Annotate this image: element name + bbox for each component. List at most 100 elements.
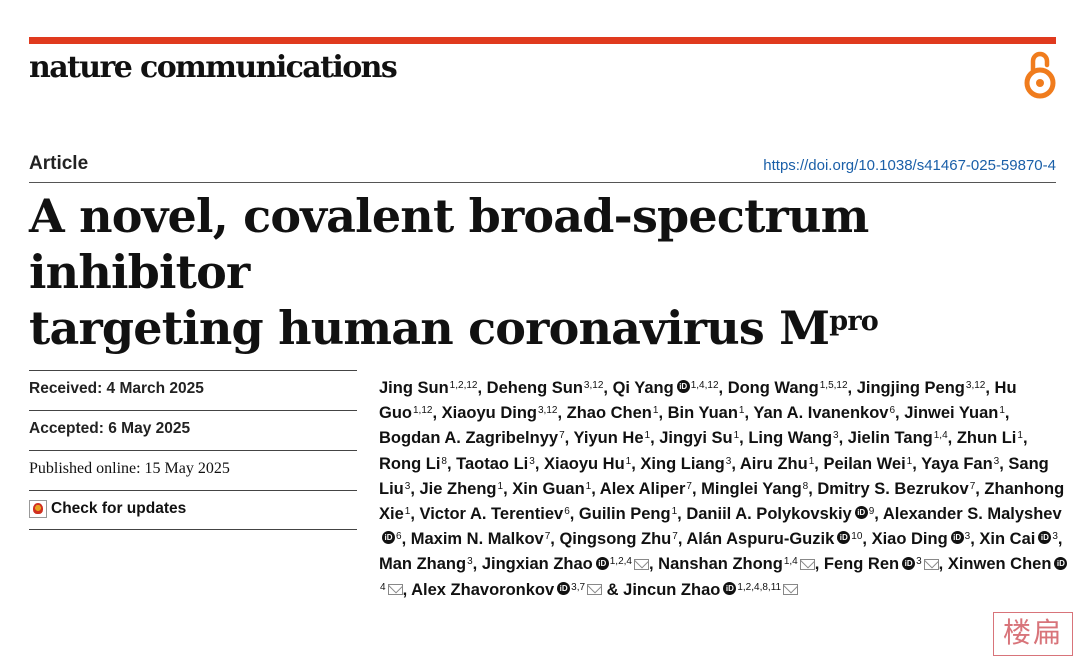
affiliation-numbers: 8: [802, 480, 809, 492]
orcid-icon[interactable]: iD: [1038, 531, 1052, 545]
author-name[interactable]: Alex Aliper: [599, 479, 686, 498]
author-name[interactable]: Nanshan Zhong: [658, 555, 783, 574]
author-name[interactable]: Hu Guo: [379, 379, 1017, 423]
author-name[interactable]: Zhanhong Xie: [379, 479, 1065, 524]
orcid-icon[interactable]: iD: [854, 506, 868, 520]
orcid-icon[interactable]: iD: [837, 531, 851, 545]
affiliation-numbers: 1: [652, 405, 659, 417]
author-name[interactable]: Jingxian Zhao: [481, 555, 593, 574]
author-name[interactable]: Xing Liang: [640, 454, 725, 473]
author-name[interactable]: Xin Guan: [512, 479, 585, 498]
author-name[interactable]: Zhun Li: [956, 429, 1017, 448]
author-name[interactable]: Dong Wang: [727, 379, 819, 397]
author-entry: Jingjing Peng3,12,: [856, 379, 995, 397]
affiliation-numbers: 3: [404, 480, 411, 492]
affiliation-numbers: 3: [1052, 531, 1058, 543]
affiliation-numbers: 3: [916, 556, 922, 568]
author-name[interactable]: Xinwen Chen: [947, 555, 1052, 574]
author-name[interactable]: Alán Aspuru-Guzik: [686, 530, 835, 549]
author-name[interactable]: Minglei Yang: [701, 479, 802, 498]
envelope-icon[interactable]: [783, 583, 799, 595]
author-entry: Victor A. Terentiev6,: [419, 505, 579, 524]
author-entry: Jing Sun1,2,12,: [379, 379, 487, 397]
author-name[interactable]: Man Zhang: [379, 555, 467, 574]
affiliation-numbers: 1: [671, 506, 678, 518]
affiliation-numbers: 7: [559, 430, 565, 442]
author-name[interactable]: Maxim N. Malkov: [410, 530, 544, 549]
author-name[interactable]: Sang Liu: [379, 454, 1049, 498]
orcid-icon[interactable]: iD: [950, 531, 964, 545]
doi-link[interactable]: https://doi.org/10.1038/s41467-025-59870…: [763, 157, 1056, 174]
author-entry: Jinwei Yuan1,: [904, 404, 1010, 423]
envelope-icon[interactable]: [799, 558, 815, 570]
author-name[interactable]: Alexander S. Malyshev: [882, 505, 1062, 524]
author-entry: Xiaoyu Hu1,: [543, 454, 641, 473]
orcid-icon[interactable]: iD: [676, 380, 690, 394]
affiliation-numbers: 1: [906, 455, 913, 467]
envelope-icon[interactable]: [634, 558, 649, 570]
title-line-1: A novel, covalent broad-spectrum inhibit…: [29, 189, 869, 299]
author-name[interactable]: Jingjing Peng: [856, 379, 965, 397]
watermark-stamp: 楼扁: [993, 612, 1073, 656]
author-entry: Man Zhang3,: [379, 555, 482, 574]
author-entry: Jielin Tang1,4,: [847, 429, 957, 448]
affiliation-numbers: 9: [868, 506, 875, 518]
author-name[interactable]: Rong Li: [379, 454, 441, 473]
envelope-icon[interactable]: [587, 583, 603, 595]
author-name[interactable]: Airu Zhu: [739, 454, 808, 473]
author-name[interactable]: Xiaoyu Hu: [543, 454, 625, 473]
author-name[interactable]: Deheng Sun: [486, 379, 583, 397]
orcid-icon[interactable]: iD: [723, 581, 737, 595]
affiliation-numbers: 1,12: [413, 405, 433, 417]
affiliation-numbers: 3: [467, 556, 473, 568]
envelope-icon[interactable]: [923, 558, 939, 570]
author-name[interactable]: Jincun Zhao: [623, 580, 721, 599]
author-name[interactable]: Feng Ren: [823, 555, 900, 574]
author-name[interactable]: Yaya Fan: [921, 454, 993, 473]
author-name[interactable]: Zhao Chen: [566, 404, 652, 423]
affiliation-numbers: 3,12: [583, 380, 604, 391]
author-name[interactable]: Qingsong Zhu: [559, 530, 672, 549]
check-for-updates-button[interactable]: Check for updates: [29, 500, 357, 518]
orcid-icon[interactable]: iD: [557, 581, 571, 595]
envelope-icon[interactable]: [387, 583, 403, 595]
author-name[interactable]: Taotao Li: [456, 454, 529, 473]
author-entry: Zhanhong Xie1,: [379, 479, 1065, 524]
affiliation-numbers: 3,12: [537, 405, 558, 417]
author-name[interactable]: Xin Cai: [979, 530, 1036, 549]
author-name[interactable]: Victor A. Terentiev: [419, 505, 564, 524]
orcid-icon[interactable]: iD: [1054, 556, 1068, 570]
author-name[interactable]: Jing Sun: [379, 379, 449, 397]
author-entry: Alex Zhavoronkov iD 3,7 &: [411, 580, 624, 599]
orcid-icon[interactable]: iD: [382, 531, 395, 545]
author-name[interactable]: Yan A. Ivanenkov: [753, 404, 889, 423]
orcid-icon[interactable]: iD: [595, 556, 609, 570]
author-entry: Xinwen Chen iD4,: [379, 555, 1068, 599]
orcid-icon[interactable]: iD: [902, 556, 916, 570]
author-name[interactable]: Jingyi Su: [659, 429, 733, 448]
author-name[interactable]: Guilin Peng: [578, 505, 671, 524]
author-entry: Yiyun He1,: [573, 429, 660, 448]
author-name[interactable]: Daniil A. Polykovskiy: [686, 505, 852, 524]
author-entry: Daniil A. Polykovskiy iD 9,: [686, 505, 883, 524]
author-name[interactable]: Bin Yuan: [667, 404, 738, 423]
author-name[interactable]: Qi Yang: [612, 379, 674, 397]
accepted-date: Accepted: 6 May 2025: [29, 410, 357, 450]
author-name[interactable]: Jinwei Yuan: [904, 404, 999, 423]
author-name[interactable]: Yiyun He: [573, 429, 644, 448]
author-name[interactable]: Dmitry S. Bezrukov: [817, 479, 969, 498]
affiliation-numbers: 3,7: [571, 581, 586, 593]
author-name[interactable]: Alex Zhavoronkov: [411, 580, 555, 599]
author-name[interactable]: Jielin Tang: [847, 429, 933, 448]
author-entry: Jingyi Su1,: [659, 429, 749, 448]
author-name[interactable]: Bogdan A. Zagribelnyy: [379, 429, 559, 448]
check-for-updates-row: Check for updates: [29, 490, 357, 530]
author-entry: Xing Liang3,: [640, 454, 740, 473]
crossmark-icon: [29, 500, 47, 518]
author-name[interactable]: Jie Zheng: [419, 479, 497, 498]
author-name[interactable]: Peilan Wei: [823, 454, 906, 473]
author-name[interactable]: Xiaoyu Ding: [441, 404, 537, 423]
author-name[interactable]: Ling Wang: [748, 429, 833, 448]
author-name[interactable]: Xiao Ding: [871, 530, 948, 549]
affiliation-numbers: 3: [993, 455, 1000, 467]
